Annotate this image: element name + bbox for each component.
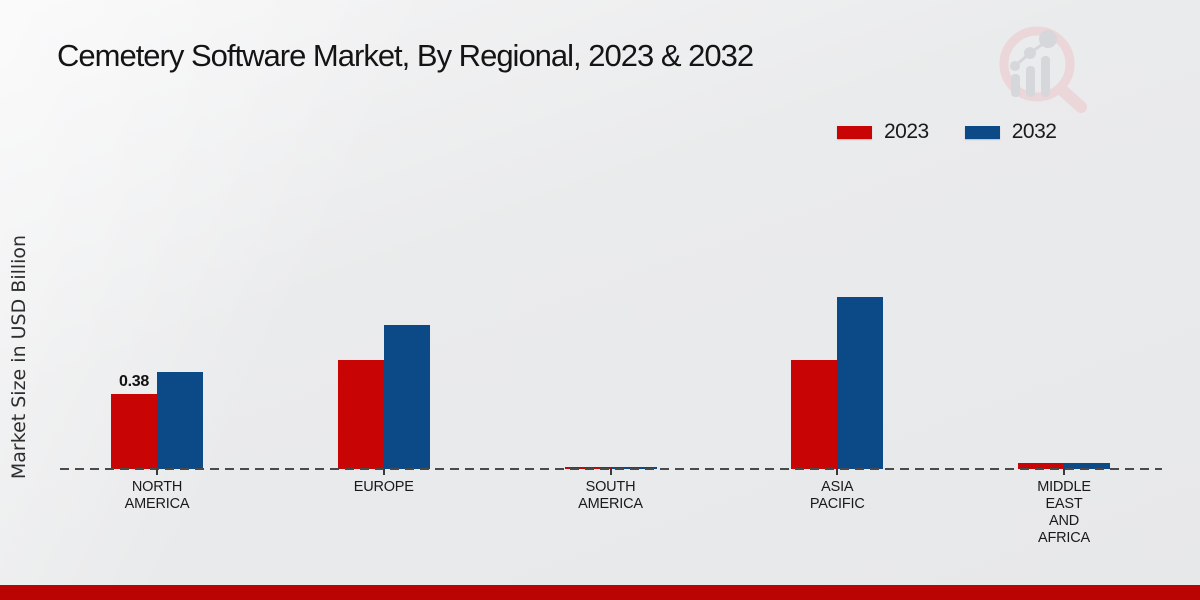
magnifier-bar-chart-logo-icon: [999, 26, 1087, 113]
legend-item-2023: 2023: [837, 120, 929, 144]
x-tick-south-america: [609, 469, 612, 475]
legend-swatch-2023: [837, 125, 872, 139]
x-tick-europe: [382, 469, 385, 475]
legend-swatch-2032: [964, 125, 1000, 139]
x-tick-north-america: [156, 469, 158, 475]
bar-2032-middle-east-and-africa: [1064, 463, 1110, 469]
bar-2023-north-america: [111, 394, 157, 469]
bar-2023-middle-east-and-africa: [1018, 463, 1064, 469]
category-label-asia-pacific: ASIA PACIFIC: [809, 479, 865, 512]
bar-2023-asia-pacific: [791, 360, 838, 469]
x-tick-asia-pacific: [836, 469, 839, 475]
page-title: Cemetery Software Market, By Regional, 2…: [57, 38, 754, 73]
footer-accent-bar: [0, 585, 1200, 600]
bar-value-label-2023-north-america: 0.38: [119, 373, 149, 390]
bar-2032-europe: [383, 325, 430, 469]
category-label-middle-east-and-africa: MIDDLE EAST AND AFRICA: [1037, 479, 1091, 546]
category-label-north-america: NORTH AMERICA: [124, 479, 190, 512]
x-tick-middle-east-and-africa: [1063, 469, 1065, 475]
legend-label-2032: 2032: [1011, 120, 1057, 143]
legend: 2023 2032: [837, 120, 1057, 144]
legend-label-2023: 2023: [884, 120, 929, 143]
legend-item-2032: 2032: [964, 120, 1057, 144]
bar-2032-north-america: [157, 372, 203, 469]
category-label-europe: EUROPE: [353, 479, 414, 495]
bar-2032-asia-pacific: [837, 297, 884, 469]
bar-2023-europe: [337, 360, 384, 469]
category-label-south-america: SOUTH AMERICA: [578, 479, 643, 512]
